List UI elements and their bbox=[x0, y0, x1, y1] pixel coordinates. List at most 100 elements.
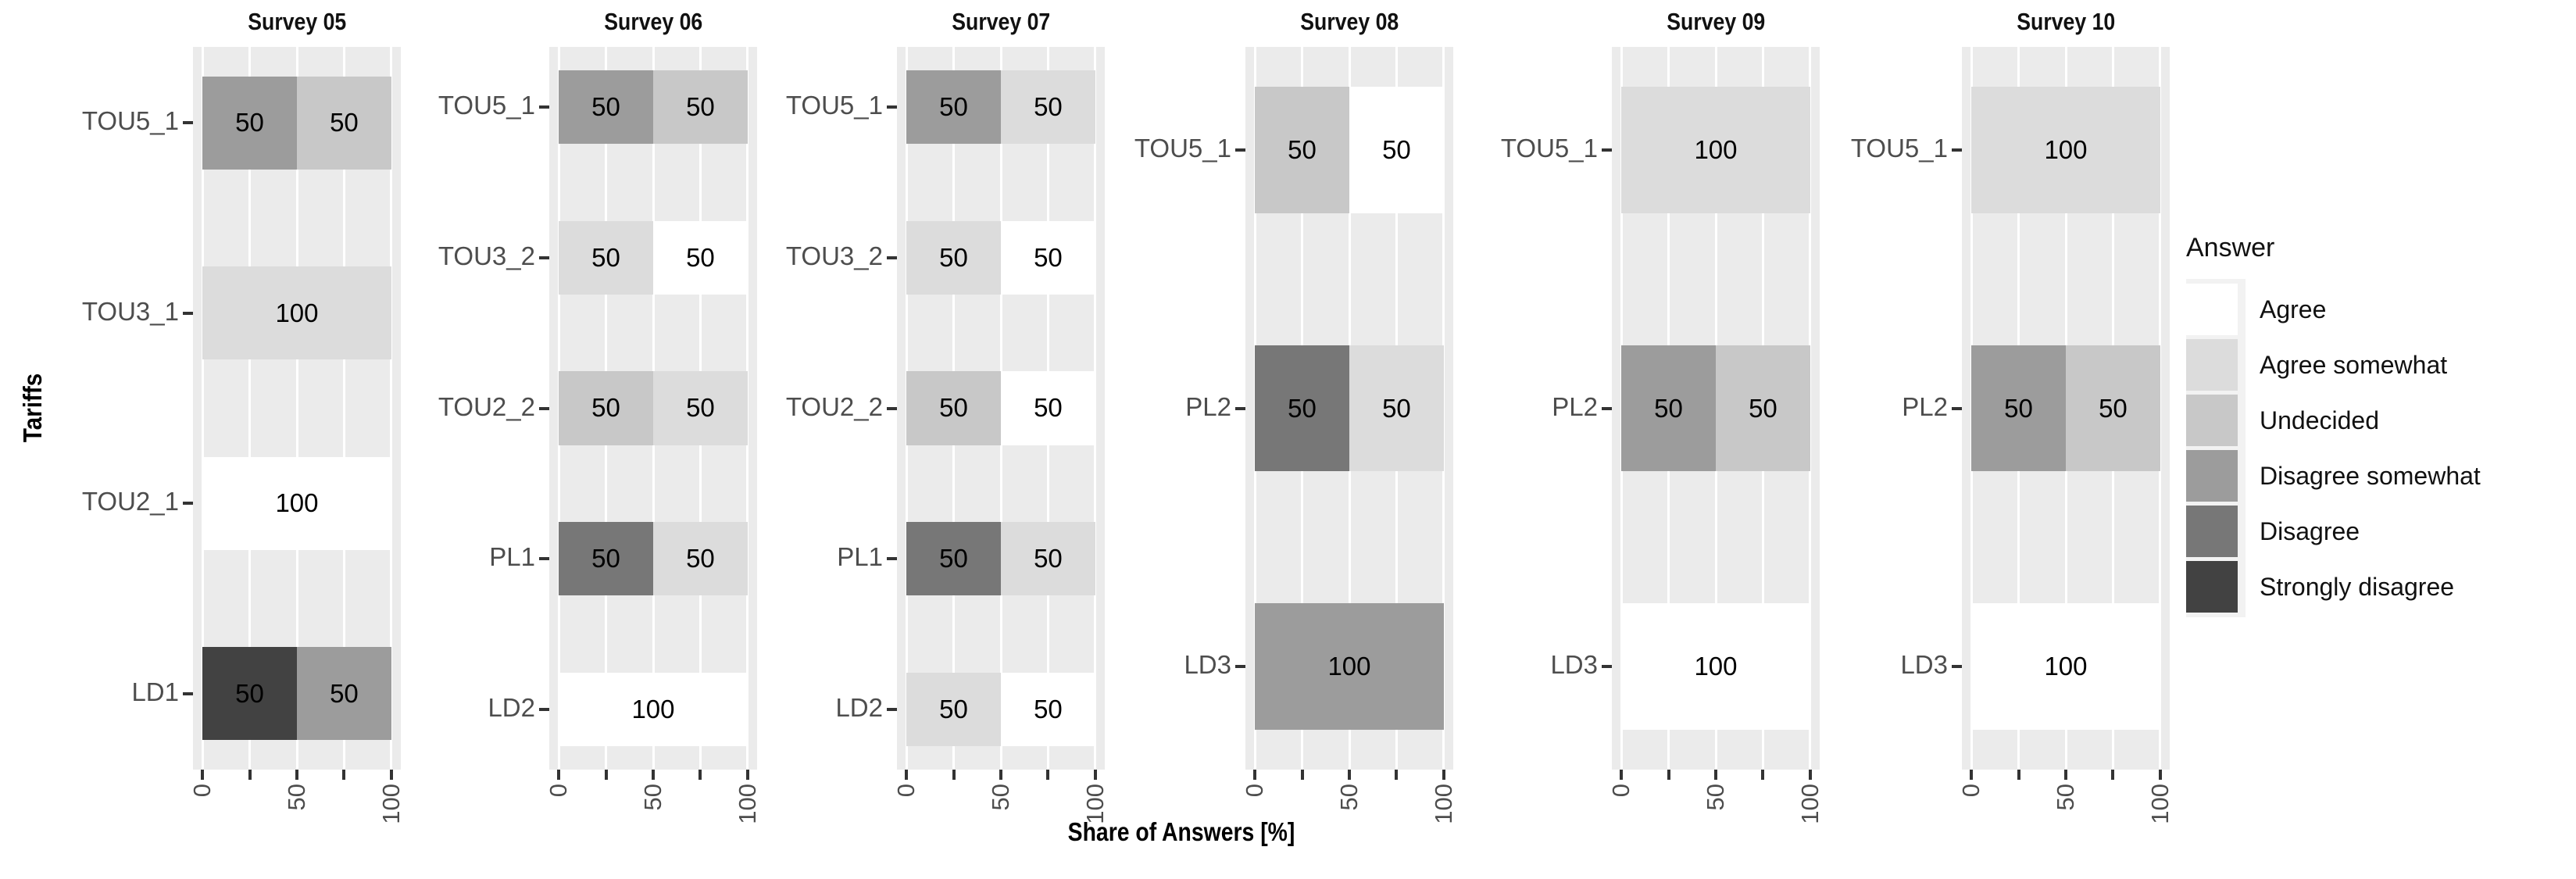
x-axis-tick bbox=[1620, 770, 1624, 780]
y-axis-title-text: Tariffs bbox=[18, 373, 47, 443]
x-axis-tick bbox=[652, 770, 655, 780]
x-axis-tick bbox=[201, 770, 205, 780]
value-label: 50 bbox=[939, 694, 968, 724]
value-label: 50 bbox=[330, 108, 359, 138]
bar-segment: 50 bbox=[559, 70, 653, 145]
bar-segment: 50 bbox=[1349, 345, 1444, 472]
y-axis-tick bbox=[539, 255, 549, 259]
facet-title: Survey 08 bbox=[1185, 8, 1513, 36]
bar-segment: 50 bbox=[202, 646, 297, 741]
facet-title: Survey 05 bbox=[133, 8, 461, 36]
x-axis-tick bbox=[952, 770, 956, 780]
facet-panel: 50 50 50 50 100 bbox=[1245, 47, 1453, 770]
bar-segment: 50 bbox=[652, 220, 748, 295]
value-label: 50 bbox=[235, 678, 264, 708]
gridline bbox=[295, 47, 298, 770]
y-axis-tick bbox=[183, 502, 193, 506]
value-label: 50 bbox=[1749, 393, 1777, 423]
value-label: 50 bbox=[686, 544, 715, 573]
gridline bbox=[746, 47, 749, 770]
bar-row: 50 50 bbox=[906, 70, 1095, 145]
value-label: 50 bbox=[939, 544, 968, 573]
facet-title-text: Survey 09 bbox=[1667, 8, 1765, 35]
bar-segment: 50 bbox=[1715, 345, 1810, 472]
value-label: 100 bbox=[275, 488, 319, 518]
y-tick-label: PL2 bbox=[1185, 391, 1231, 421]
x-tick-label: 50 bbox=[1335, 784, 1363, 811]
x-axis-tick bbox=[1761, 770, 1765, 780]
y-tick-label: PL1 bbox=[837, 542, 883, 572]
bar-segment: 50 bbox=[296, 76, 391, 170]
bar-segment: 50 bbox=[1255, 87, 1349, 214]
bar-row: 50 50 bbox=[559, 70, 748, 145]
bar-segment: 100 bbox=[202, 456, 391, 550]
bar-row: 50 50 bbox=[559, 521, 748, 596]
x-tick-label: 100 bbox=[1429, 784, 1457, 824]
value-label: 50 bbox=[591, 242, 620, 272]
y-tick-label: PL1 bbox=[489, 542, 535, 572]
facet-title: Survey 07 bbox=[837, 8, 1165, 36]
value-label: 50 bbox=[1288, 393, 1317, 423]
x-tick-label: 0 bbox=[545, 784, 573, 798]
x-axis-tick bbox=[745, 770, 749, 780]
y-tick-label: TOU3_2 bbox=[438, 241, 535, 270]
y-axis-tick bbox=[1952, 148, 1962, 152]
bar-segment: 50 bbox=[906, 220, 1001, 295]
facet-title: Survey 09 bbox=[1552, 8, 1880, 36]
value-label: 50 bbox=[2099, 393, 2128, 423]
x-tick-label: 50 bbox=[283, 784, 310, 811]
value-label: 50 bbox=[686, 242, 715, 272]
bar-row: 50 50 bbox=[1255, 87, 1444, 214]
x-axis-tick bbox=[2064, 770, 2067, 780]
value-label: 50 bbox=[591, 92, 620, 122]
value-label: 50 bbox=[686, 92, 715, 122]
bar-segment: 50 bbox=[1000, 70, 1095, 145]
bar-row: 100 bbox=[1971, 87, 2160, 214]
bar-segment: 50 bbox=[559, 521, 653, 596]
x-tick-label: 100 bbox=[733, 784, 761, 824]
facet-title: Survey 06 bbox=[489, 8, 817, 36]
y-tick-label: LD3 bbox=[1550, 649, 1598, 679]
bar-row: 50 50 bbox=[559, 371, 748, 445]
y-axis-tick bbox=[1952, 664, 1962, 668]
gridline bbox=[1094, 47, 1097, 770]
x-axis-tick bbox=[1253, 770, 1257, 780]
x-axis-tick bbox=[248, 770, 252, 780]
bar-row: 100 bbox=[202, 266, 391, 360]
gridline bbox=[2159, 47, 2162, 770]
y-tick-label: PL2 bbox=[1902, 391, 1948, 421]
value-label: 100 bbox=[1327, 651, 1371, 681]
x-axis-tick bbox=[1442, 770, 1445, 780]
legend-label: Disagree bbox=[2260, 517, 2360, 545]
x-tick-label: 50 bbox=[987, 784, 1014, 811]
value-label: 100 bbox=[1694, 135, 1738, 165]
y-axis-tick bbox=[539, 105, 549, 109]
y-axis-tick bbox=[539, 707, 549, 711]
x-axis-tick bbox=[1970, 770, 1974, 780]
x-tick-label: 0 bbox=[892, 784, 920, 798]
bar-segment: 100 bbox=[1971, 602, 2160, 730]
facet-title-text: Survey 06 bbox=[604, 8, 702, 35]
bar-row: 50 50 bbox=[906, 521, 1095, 596]
legend-key bbox=[2186, 395, 2238, 446]
value-label: 100 bbox=[1694, 651, 1738, 681]
bar-segment: 50 bbox=[906, 672, 1001, 747]
facet-panel: 100 50 50 100 bbox=[1612, 47, 1820, 770]
x-tick-label: 0 bbox=[1607, 784, 1635, 798]
x-tick-label: 100 bbox=[377, 784, 405, 824]
bar-segment: 50 bbox=[906, 521, 1001, 596]
value-label: 50 bbox=[939, 393, 968, 423]
bar-row: 50 50 bbox=[1255, 345, 1444, 472]
bar-segment: 50 bbox=[1000, 371, 1095, 445]
x-tick-label: 0 bbox=[1957, 784, 1985, 798]
legend-label: Undecided bbox=[2260, 406, 2379, 434]
bar-row: 50 50 bbox=[202, 76, 391, 170]
value-label: 50 bbox=[1034, 92, 1063, 122]
y-tick-label: TOU5_1 bbox=[1134, 134, 1231, 163]
y-axis-tick bbox=[539, 406, 549, 410]
bar-segment: 50 bbox=[906, 371, 1001, 445]
y-axis-tick bbox=[887, 105, 897, 109]
x-axis-tick bbox=[1395, 770, 1399, 780]
gridline bbox=[342, 47, 345, 770]
